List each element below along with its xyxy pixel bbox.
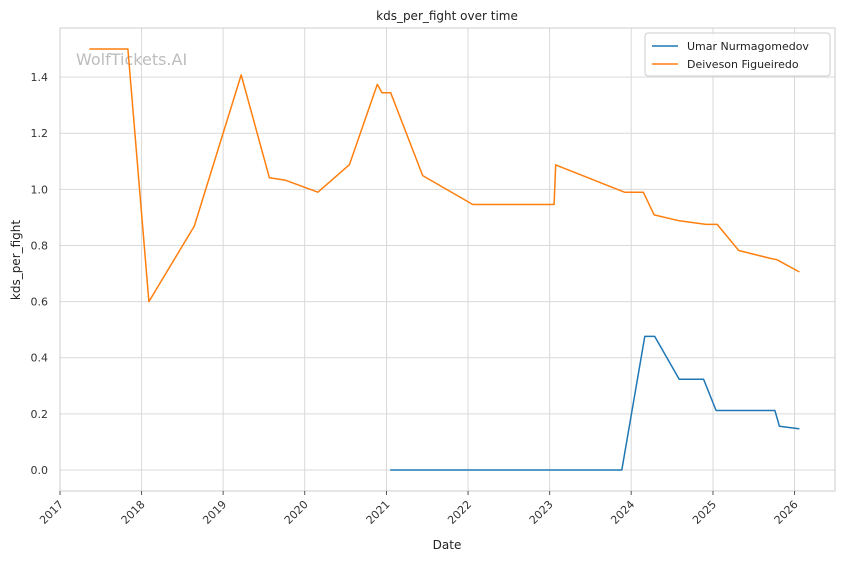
series-line-deiveson-figueiredo [89,48,800,303]
x-tick-label: 2026 [772,498,801,527]
x-tick-label: 2022 [445,498,474,527]
chart-title: kds_per_fight over time [376,9,518,23]
series-line-umar-nurmagomedov [389,335,800,471]
x-axis-ticks: 2017 2018 2019 2020 2021 2022 2023 2024 2025 2026 [37,491,801,527]
plot-frame [59,27,836,492]
x-tick-label: 2019 [200,498,229,527]
legend-box [644,32,831,77]
y-axis-title: kds_per_fight [9,220,23,301]
x-axis-title: Date [433,538,462,552]
x-tick-label: 2023 [527,498,556,527]
x-tick-label: 2018 [119,498,148,527]
y-tick-label: 1.0 [31,183,49,196]
series-lines [89,48,800,471]
y-axis-ticks: 0.0 0.2 0.4 0.6 0.8 1.0 1.2 1.4 [31,71,49,477]
legend-label-deiveson: Deiveson Figueiredo [687,58,799,71]
y-tick-label: 0.6 [31,296,49,309]
y-tick-label: 0.0 [31,464,49,477]
y-tick-label: 0.2 [31,408,49,421]
y-tick-label: 0.8 [31,239,49,252]
x-tick-label: 2024 [608,498,637,527]
legend-label-umar: Umar Nurmagomedov [687,40,809,53]
x-tick-label: 2021 [364,498,393,527]
y-tick-label: 1.2 [31,127,49,140]
grid [59,28,835,491]
x-tick-label: 2025 [690,498,719,527]
x-tick-label: 2017 [37,498,66,527]
watermark-text: WolfTickets.AI [76,50,187,69]
legend: Umar Nurmagomedov Deiveson Figueiredo [644,32,831,77]
y-tick-label: 1.4 [31,71,49,84]
x-tick-label: 2020 [282,498,311,527]
y-tick-label: 0.4 [31,352,49,365]
